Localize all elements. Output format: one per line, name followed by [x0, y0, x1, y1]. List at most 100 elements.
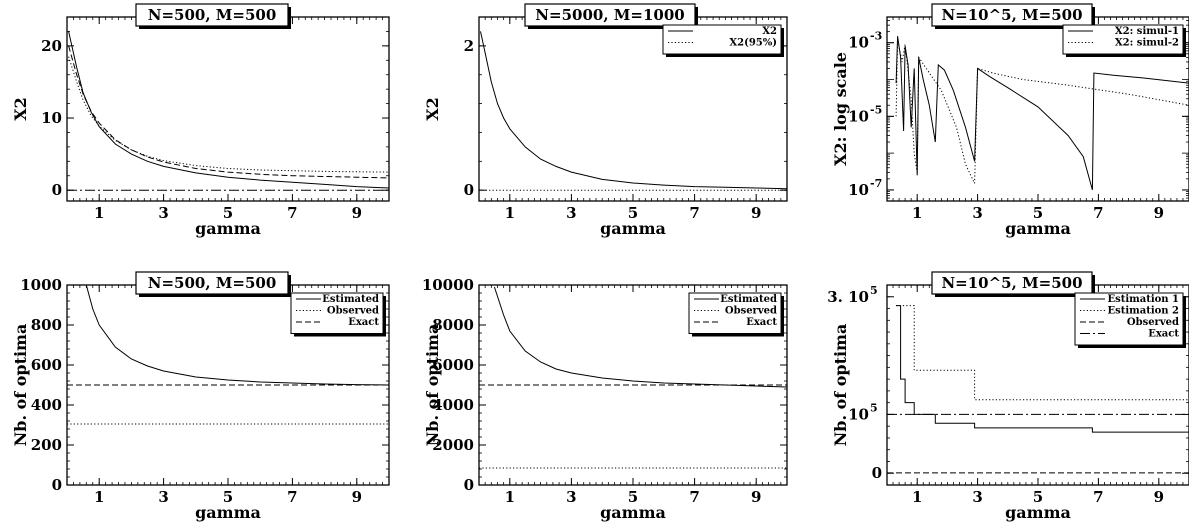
y-tick-label: 400 [31, 396, 62, 414]
y-tick-label: 10 [848, 34, 869, 52]
x-tick-label: 3 [566, 488, 576, 506]
y-tick-label: 0 [52, 476, 62, 494]
x-tick-label: 3 [972, 488, 982, 506]
y-tick-label: 2 [464, 37, 474, 55]
x-tick-label: 5 [223, 488, 233, 506]
legend-entry: Estimated [322, 294, 379, 305]
y-tick-label: 0 [464, 476, 474, 494]
x-axis-label: gamma [195, 219, 261, 238]
legend-entry: Observed [1127, 317, 1179, 328]
x-tick-label: 5 [628, 488, 638, 506]
y-tick-label: 6000 [432, 356, 474, 374]
legend-entry: X2: simul-2 [1115, 38, 1179, 49]
series-line-3 [68, 45, 389, 179]
title-box [931, 271, 1093, 295]
legend-entry: Exact [1148, 329, 1179, 340]
x-tick-label: 5 [1033, 488, 1043, 506]
x-tick-label: 7 [689, 488, 699, 506]
series-line-1 [895, 36, 1189, 191]
y-tick-label: 10000 [422, 276, 474, 294]
series-line-1 [493, 286, 787, 388]
y-tick-exponent: -3 [870, 30, 882, 43]
y-tick-label: 1000 [20, 276, 62, 294]
legend-entry: Estimation 2 [1107, 306, 1179, 317]
x-tick-label: 1 [912, 488, 922, 506]
y-tick-label: 0 [464, 181, 474, 199]
series-group [887, 305, 1189, 474]
x-tick-label: 5 [628, 204, 638, 222]
chart-panel-4: 1 3 5 7 9 0 200 400 600 800 1000 gamma Nb. of optima… [11, 271, 390, 522]
chart-title: N=10^5, M=500 [941, 6, 1082, 24]
y-tick-exponent: -5 [870, 103, 882, 116]
y-tick-label: 4000 [432, 396, 474, 414]
y-tick-label: 3. 10 [827, 288, 869, 306]
y-axis-label: Nb. of optima [831, 324, 850, 447]
title-box [135, 271, 289, 295]
legend-box [1062, 24, 1184, 55]
chart-title: N=500, M=500 [148, 274, 277, 292]
x-tick-label: 3 [158, 488, 168, 506]
x-tick-label: 7 [287, 204, 297, 222]
x-axis-label: gamma [1005, 503, 1071, 522]
legend-entry: Observed [327, 306, 379, 317]
series-line-1 [68, 31, 389, 189]
y-tick-label: 800 [31, 316, 62, 334]
y-tick-label: 8000 [432, 316, 474, 334]
legend-entry: Exact [348, 317, 379, 328]
x-tick-label: 1 [505, 204, 515, 222]
x-tick-label: 1 [912, 204, 922, 222]
x-tick-label: 7 [689, 204, 699, 222]
y-tick-label: 10 [848, 181, 869, 199]
legend-entry: Exact [746, 317, 777, 328]
y-axis-label: X2 [11, 97, 30, 121]
y-tick-label: 10 [41, 109, 62, 127]
y-tick-label: 10 [848, 405, 869, 423]
legend-entry: Estimated [720, 294, 777, 305]
x-axis-label: gamma [1005, 219, 1071, 238]
title-box [524, 3, 696, 27]
series-line-1 [85, 285, 389, 386]
series-group [67, 285, 389, 425]
series-group [479, 286, 787, 469]
series-group [895, 36, 1189, 191]
legend-entry: X2 [762, 26, 777, 37]
legend-box [290, 292, 384, 334]
y-tick-exponent: 5 [870, 284, 878, 297]
x-tick-label: 9 [1154, 488, 1164, 506]
chart-panel-5: 1 3 5 7 9 0 2000 4000 6000 8000 10000 gamma Nb. of o… [422, 276, 788, 522]
legend-box [662, 24, 782, 55]
x-tick-label: 5 [223, 204, 233, 222]
x-tick-label: 3 [158, 204, 168, 222]
x-axis-label: gamma [600, 219, 666, 238]
x-tick-label: 9 [751, 204, 761, 222]
x-tick-label: 9 [1154, 204, 1164, 222]
legend-entry: Observed [725, 306, 777, 317]
chart-title: N=500, M=500 [148, 6, 277, 24]
chart-title: N=10^5, M=500 [941, 274, 1082, 292]
y-tick-label: 200 [31, 436, 62, 454]
series-group [479, 31, 787, 191]
x-tick-label: 9 [352, 488, 362, 506]
legend-box [1074, 292, 1184, 346]
chart-panel-1: 1 3 5 7 9 0 10 20 gamma X2 N=500, M=500 [11, 3, 390, 238]
y-tick-exponent: 5 [870, 401, 878, 414]
y-tick-label: 2000 [432, 436, 474, 454]
y-tick-label: 20 [41, 37, 62, 55]
y-axis-label: Nb. of optima [11, 324, 30, 447]
x-tick-label: 3 [566, 204, 576, 222]
y-axis-label: X2: log scale [831, 52, 850, 166]
title-box [135, 3, 289, 27]
y-tick-label: 10 [848, 107, 869, 125]
y-axis-label: X2 [423, 97, 442, 121]
series-line-2 [68, 56, 389, 173]
y-tick-exponent: -7 [870, 177, 882, 190]
title-box [931, 3, 1093, 27]
series-line-1 [480, 31, 787, 190]
legend-box [688, 292, 782, 334]
x-tick-label: 7 [1093, 488, 1103, 506]
legend-entry: X2: simul-1 [1115, 26, 1179, 37]
chart-title: N=5000, M=1000 [535, 6, 684, 24]
